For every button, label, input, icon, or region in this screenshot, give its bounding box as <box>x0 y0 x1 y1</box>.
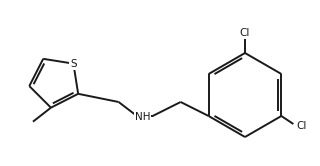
Text: Cl: Cl <box>240 28 250 38</box>
Text: Cl: Cl <box>296 121 307 131</box>
Text: NH: NH <box>135 112 150 122</box>
Text: S: S <box>70 59 77 69</box>
